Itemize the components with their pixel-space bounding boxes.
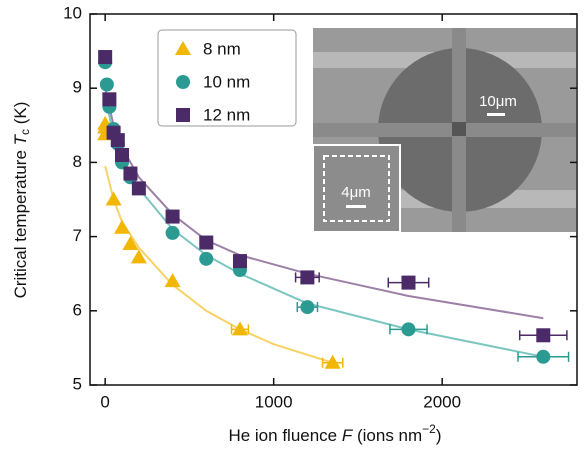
data-point xyxy=(401,276,415,290)
data-point xyxy=(111,133,125,147)
data-point xyxy=(401,322,415,336)
y-label-part: Critical temperature xyxy=(11,145,30,298)
data-point xyxy=(536,350,550,364)
x-label-part: He ion fluence xyxy=(228,426,341,445)
y-tick-label: 8 xyxy=(73,152,82,171)
x-label-part: (ions nm xyxy=(352,426,422,445)
page: {"chart_data": { "type": "scatter", "xla… xyxy=(0,0,585,457)
data-point xyxy=(106,192,122,206)
data-point xyxy=(98,50,112,64)
legend-marker xyxy=(176,75,190,89)
data-point xyxy=(100,77,114,91)
data-point xyxy=(536,328,550,342)
x-label-part: ) xyxy=(436,426,442,445)
y-label-part: (K) xyxy=(11,102,30,129)
data-point xyxy=(102,92,116,106)
y-tick-label: 7 xyxy=(73,226,82,245)
data-point xyxy=(233,254,247,268)
data-point xyxy=(199,236,213,250)
legend-label: 12 nm xyxy=(203,105,250,124)
x-label-part: −2 xyxy=(422,422,436,436)
data-point xyxy=(131,249,147,263)
y-tick-label: 6 xyxy=(73,300,82,319)
x-tick-label: 0 xyxy=(100,392,109,411)
x-tick-label: 1000 xyxy=(255,392,293,411)
scale-label: 4μm xyxy=(341,184,370,201)
x-axis-label: He ion fluence F (ions nm−2) xyxy=(228,422,441,445)
data-point xyxy=(132,181,146,195)
legend-marker xyxy=(176,108,190,122)
chart: 10μm 4μm He ion fluence F (ions nm−2) Cr… xyxy=(0,0,585,452)
y-tick-label: 9 xyxy=(73,78,82,97)
data-point xyxy=(300,270,314,284)
data-point xyxy=(115,148,129,162)
inset-image: 10μm 4μm xyxy=(313,28,576,232)
x-tick-label: 2000 xyxy=(423,392,461,411)
legend-label: 8 nm xyxy=(203,39,241,58)
legend-marker xyxy=(175,41,191,55)
y-tick-label: 10 xyxy=(63,3,82,22)
data-point xyxy=(123,167,137,181)
data-point xyxy=(199,252,213,266)
y-axis-label: Critical temperature Tc (K) xyxy=(11,102,32,299)
fit-curve xyxy=(105,166,332,363)
data-point xyxy=(166,210,180,224)
y-tick-label: 5 xyxy=(73,374,82,393)
data-point xyxy=(232,321,248,335)
scale-label: 10μm xyxy=(479,93,517,110)
data-point xyxy=(114,220,130,234)
legend-label: 10 nm xyxy=(203,72,250,91)
data-point xyxy=(300,300,314,314)
data-point xyxy=(166,226,180,240)
